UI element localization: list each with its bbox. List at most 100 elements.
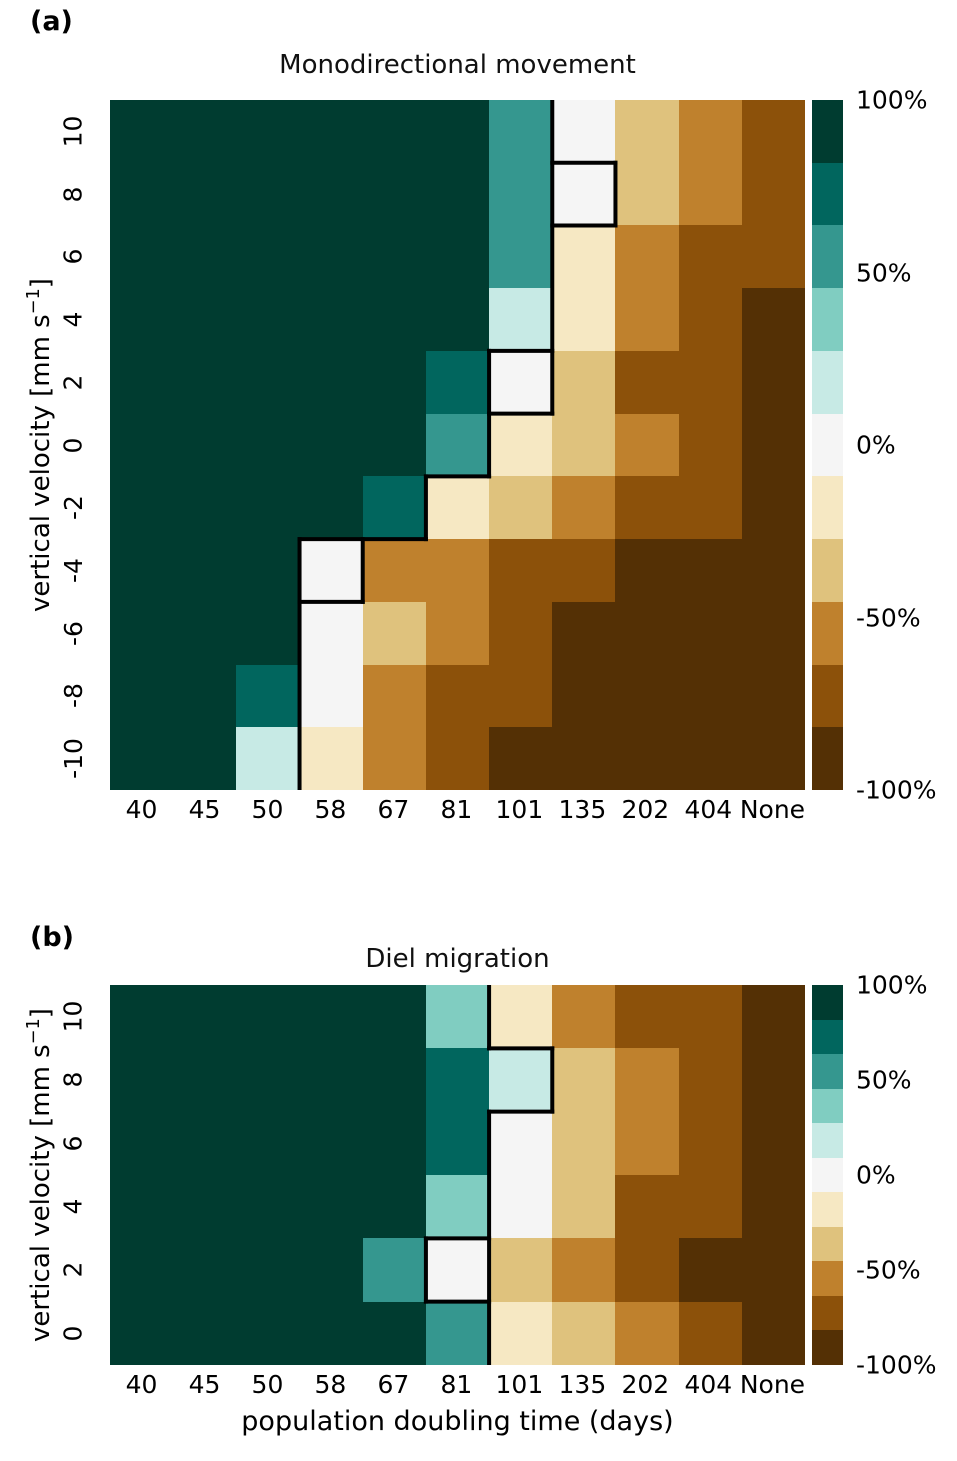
heatmap-cell	[425, 1301, 490, 1365]
heatmap-cell	[299, 100, 363, 163]
y-axis-label-suffix: ]	[25, 1008, 56, 1019]
colorbar-band	[812, 1123, 843, 1158]
heatmap-cell	[489, 664, 553, 728]
heatmap-cell	[173, 413, 237, 477]
heatmap-cell	[615, 413, 679, 477]
heatmap-cell	[173, 476, 237, 540]
heatmap-cell	[425, 288, 490, 351]
heatmap-cell	[236, 413, 300, 477]
heatmap-cell	[425, 539, 490, 602]
heatmap-cell	[362, 100, 426, 163]
heatmap-cell	[615, 288, 679, 351]
x-axis-ticks-b: 40 45 50 58 67 81 101 135 202 404 None	[110, 1369, 806, 1401]
y-tick: 10	[55, 985, 91, 1048]
heatmap-cell	[299, 476, 363, 540]
heatmap-cell	[299, 539, 363, 602]
heatmap-cell	[741, 476, 805, 540]
heatmap-cell	[236, 476, 300, 540]
colorbar-band	[812, 100, 843, 163]
panel-label-b: (b)	[30, 922, 75, 953]
heatmap-cell	[236, 1301, 300, 1365]
heatmap-cell	[110, 1111, 174, 1175]
y-tick-label: 2	[58, 374, 88, 391]
heatmap-cell	[615, 476, 679, 540]
heatmap-cell	[173, 1111, 237, 1175]
y-axis-label-b: vertical velocity [mm s−1]	[24, 1008, 56, 1342]
x-tick-label: 81	[440, 795, 473, 824]
heatmap-cell	[236, 1238, 300, 1302]
heatmap-cell	[678, 350, 742, 414]
heatmap-cell	[425, 162, 490, 226]
heatmap-cell	[741, 413, 805, 477]
panel-title-b: Diel migration	[365, 944, 550, 974]
heatmap-cell	[236, 539, 300, 602]
colorbar-band	[812, 1330, 843, 1366]
y-tick-label: 4	[58, 1198, 88, 1215]
colorbar-tick-label: -100%	[856, 775, 937, 805]
colorbar-band	[812, 1088, 843, 1124]
heatmap-cell	[678, 601, 742, 665]
x-tick-label: 58	[314, 1370, 347, 1399]
heatmap-cell	[110, 1238, 174, 1302]
heatmap-cell	[299, 1111, 363, 1175]
heatmap-cell	[741, 1238, 805, 1302]
heatmap-cell	[362, 664, 426, 728]
y-tick: 2	[55, 351, 91, 414]
x-tick-label: 50	[251, 795, 284, 824]
y-tick-label: 0	[58, 437, 88, 453]
colorbar-band	[812, 476, 843, 540]
heatmap-cell	[299, 413, 363, 477]
heatmap-cell	[489, 727, 553, 790]
y-tick: 2	[55, 1238, 91, 1301]
heatmap-cell	[552, 225, 616, 289]
colorbar-a	[812, 100, 843, 791]
heatmap-cell	[299, 1174, 363, 1239]
y-tick-label: -6	[58, 620, 88, 646]
heatmap-cell	[362, 476, 426, 540]
x-tick-label: 40	[125, 1370, 158, 1399]
colorbar-band	[812, 225, 843, 289]
x-tick-label: 135	[558, 795, 607, 824]
heatmap-cell	[173, 350, 237, 414]
y-tick-label: 6	[58, 1135, 88, 1152]
heatmap-cell	[362, 1111, 426, 1175]
heatmap-cell	[678, 1174, 742, 1239]
heatmap-cell	[299, 1301, 363, 1365]
heatmap-cell	[362, 1174, 426, 1239]
heatmap-cell	[552, 985, 616, 1049]
heatmap-cell	[362, 1301, 426, 1365]
x-tick-label: 202	[621, 1370, 670, 1399]
heatmap-cell	[552, 288, 616, 351]
heatmap-cell	[552, 1238, 616, 1302]
y-tick: 4	[55, 1175, 91, 1238]
heatmap-cell	[741, 727, 805, 790]
x-tick-label: 135	[558, 1370, 607, 1399]
heatmap-cell	[110, 413, 174, 477]
heatmap-cell	[741, 601, 805, 665]
colorbar-band	[812, 727, 843, 791]
heatmap-cell	[552, 1174, 616, 1239]
y-tick-label: -2	[58, 495, 88, 521]
colorbar-band	[812, 1226, 843, 1262]
heatmap-cell	[299, 225, 363, 289]
heatmap-cell	[110, 288, 174, 351]
heatmap-cell	[110, 601, 174, 665]
heatmap-cell	[362, 162, 426, 226]
y-tick-label: 10	[58, 1000, 88, 1033]
heatmap-cell	[299, 985, 363, 1049]
heatmap-cell	[615, 985, 679, 1049]
heatmap-cell	[741, 1048, 805, 1112]
heatmap-cell	[678, 664, 742, 728]
heatmap-cell	[236, 162, 300, 226]
heatmap-cell	[552, 601, 616, 665]
colorbar-tick-label: -50%	[856, 603, 921, 632]
heatmap-cell	[741, 985, 805, 1049]
heatmap-cell	[489, 350, 553, 414]
heatmap-cell	[615, 1238, 679, 1302]
heatmap-cell	[489, 985, 553, 1049]
heatmap-cell	[615, 1174, 679, 1239]
heatmap-cell	[678, 288, 742, 351]
heatmap-cell	[236, 1111, 300, 1175]
heatmap-cell	[678, 727, 742, 790]
